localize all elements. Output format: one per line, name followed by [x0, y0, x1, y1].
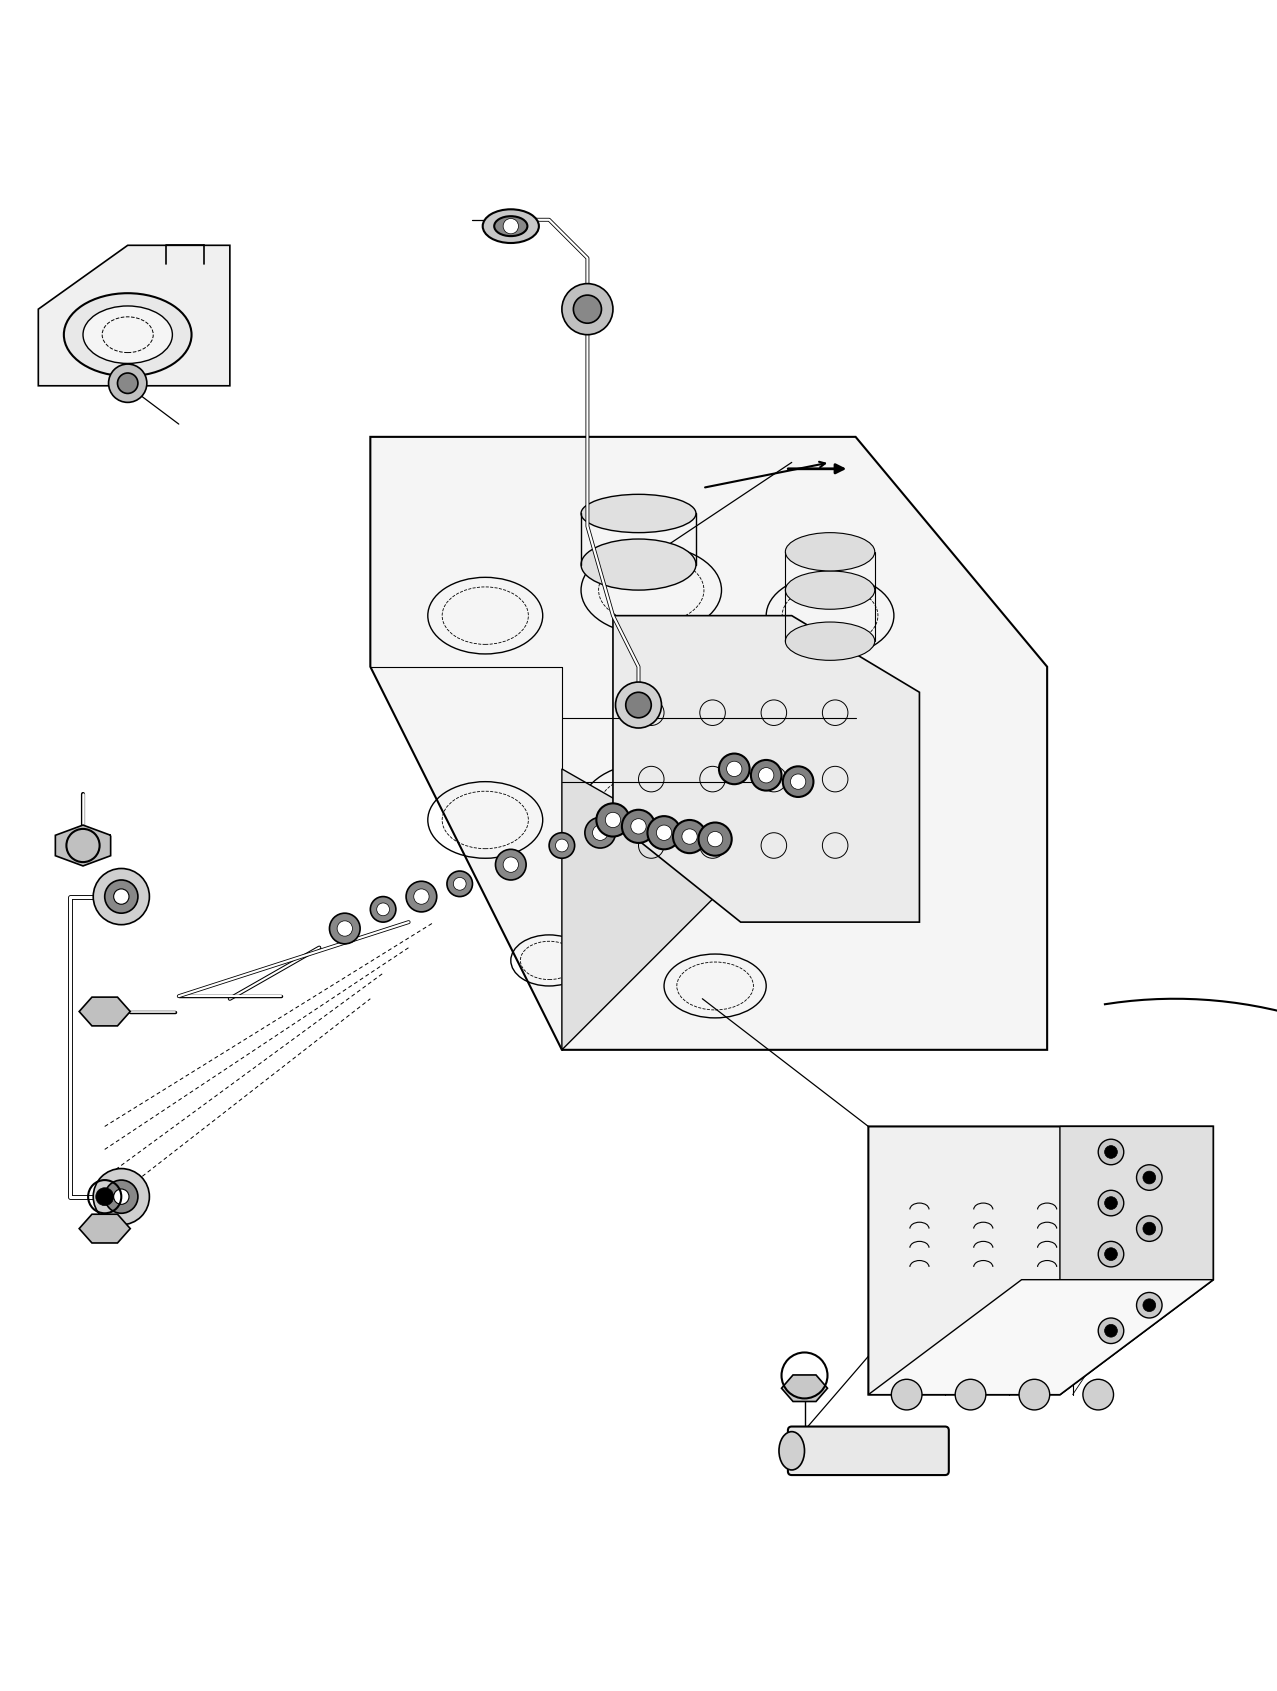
Polygon shape — [79, 1214, 130, 1243]
Circle shape — [105, 1180, 138, 1212]
Circle shape — [337, 922, 352, 937]
Circle shape — [783, 766, 813, 796]
Circle shape — [1143, 1172, 1156, 1184]
Circle shape — [759, 768, 774, 783]
Ellipse shape — [581, 494, 696, 533]
Circle shape — [453, 878, 466, 889]
Polygon shape — [562, 769, 741, 1050]
Polygon shape — [868, 1126, 1213, 1395]
Circle shape — [1098, 1241, 1124, 1267]
Circle shape — [370, 896, 396, 922]
Circle shape — [707, 832, 723, 847]
Circle shape — [1105, 1145, 1117, 1158]
Circle shape — [1098, 1317, 1124, 1344]
Ellipse shape — [785, 533, 875, 572]
Circle shape — [1083, 1380, 1114, 1410]
Circle shape — [96, 1187, 114, 1206]
Circle shape — [790, 774, 806, 790]
FancyBboxPatch shape — [788, 1427, 949, 1475]
Circle shape — [1098, 1190, 1124, 1216]
Circle shape — [1105, 1248, 1117, 1260]
Circle shape — [562, 284, 613, 335]
Circle shape — [751, 759, 782, 791]
Circle shape — [1143, 1299, 1156, 1312]
Circle shape — [109, 364, 147, 402]
Polygon shape — [79, 998, 130, 1026]
Ellipse shape — [785, 622, 875, 659]
Circle shape — [656, 825, 672, 840]
Circle shape — [585, 817, 616, 849]
Circle shape — [114, 1189, 129, 1204]
Circle shape — [616, 681, 661, 729]
Polygon shape — [38, 245, 230, 386]
Polygon shape — [782, 1375, 827, 1402]
Circle shape — [93, 869, 149, 925]
Circle shape — [1105, 1324, 1117, 1338]
Ellipse shape — [581, 539, 696, 590]
Circle shape — [503, 218, 518, 233]
Circle shape — [647, 817, 681, 849]
Circle shape — [1098, 1140, 1124, 1165]
Circle shape — [955, 1380, 986, 1410]
Circle shape — [377, 903, 389, 917]
Circle shape — [549, 832, 575, 859]
Circle shape — [447, 871, 472, 896]
Polygon shape — [1060, 1126, 1213, 1395]
Circle shape — [1105, 1197, 1117, 1209]
Ellipse shape — [64, 293, 192, 375]
Circle shape — [1137, 1292, 1162, 1317]
Circle shape — [622, 810, 655, 842]
Circle shape — [682, 829, 697, 844]
Ellipse shape — [494, 216, 527, 237]
Circle shape — [673, 820, 706, 854]
Circle shape — [699, 822, 732, 856]
Circle shape — [406, 881, 437, 911]
Circle shape — [1143, 1223, 1156, 1234]
Circle shape — [329, 913, 360, 944]
Circle shape — [105, 879, 138, 913]
Ellipse shape — [483, 210, 539, 244]
Circle shape — [727, 761, 742, 776]
Circle shape — [605, 812, 621, 827]
Circle shape — [596, 803, 630, 837]
Polygon shape — [868, 1280, 1213, 1395]
Circle shape — [93, 1168, 149, 1224]
Circle shape — [495, 849, 526, 879]
Ellipse shape — [83, 306, 172, 364]
Polygon shape — [370, 436, 1047, 1050]
Polygon shape — [55, 825, 111, 866]
Circle shape — [626, 692, 651, 717]
Circle shape — [555, 839, 568, 852]
Ellipse shape — [779, 1432, 805, 1469]
Circle shape — [1137, 1216, 1162, 1241]
Circle shape — [891, 1380, 922, 1410]
Circle shape — [719, 754, 750, 785]
Circle shape — [1137, 1165, 1162, 1190]
Polygon shape — [613, 616, 919, 922]
Circle shape — [573, 296, 601, 323]
Circle shape — [114, 889, 129, 905]
Circle shape — [414, 889, 429, 905]
Circle shape — [593, 825, 608, 840]
Circle shape — [117, 374, 138, 394]
Circle shape — [503, 857, 518, 873]
Circle shape — [1019, 1380, 1050, 1410]
Ellipse shape — [785, 572, 875, 609]
Circle shape — [631, 818, 646, 834]
